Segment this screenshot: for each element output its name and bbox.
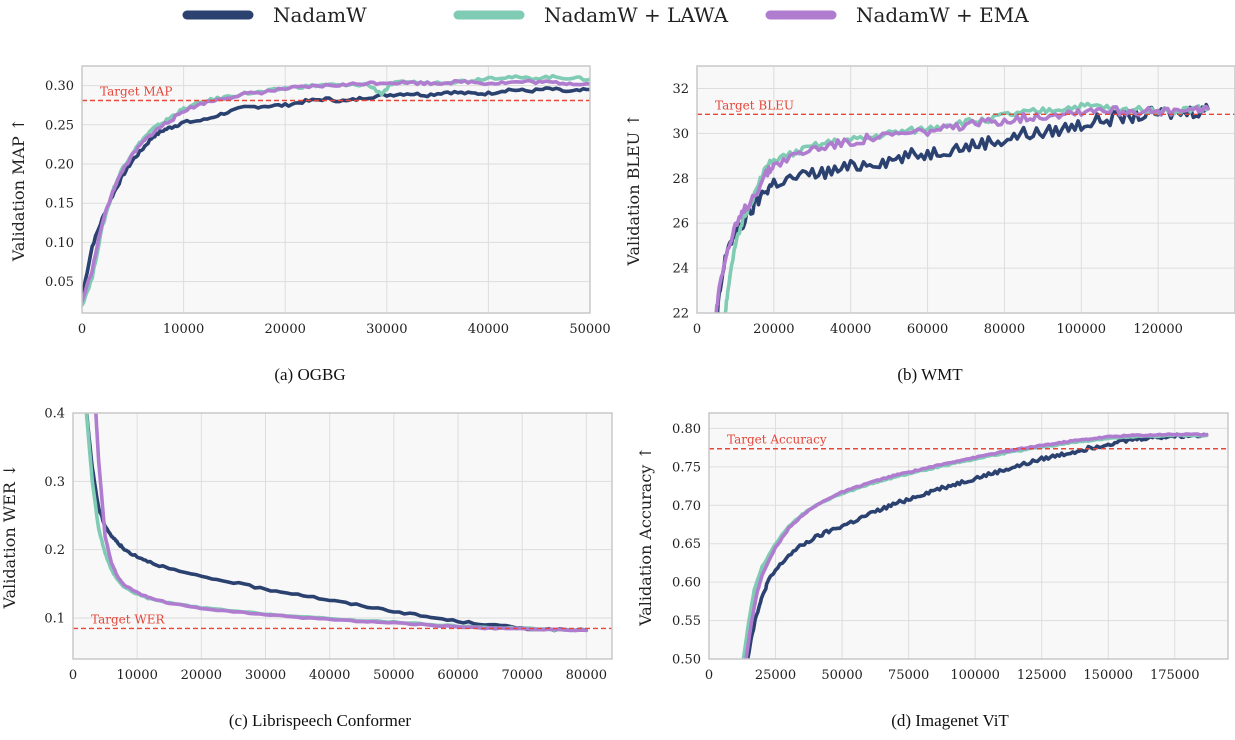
chart-panel-wmt: 0 20000 40000 60000 80000 100000 120000 22 24 26 2… (624, 65, 1235, 384)
x-tick-label: 100000 (1056, 322, 1106, 337)
y-tick-label: 0.65 (672, 537, 701, 552)
plot-frame (696, 65, 1235, 314)
y-tick-label: 32 (672, 82, 689, 97)
series-group (84, 413, 589, 633)
y-tick-label: 0.50 (672, 653, 701, 668)
plot-area (709, 413, 1228, 659)
x-tick-label: 30000 (245, 668, 286, 683)
y-tick-label: 0.20 (45, 158, 74, 173)
y-tick-label: 0.25 (45, 118, 74, 133)
x-tick-label: 25000 (755, 668, 796, 683)
x-tick-label: 120000 (1133, 322, 1183, 337)
chart-panel-librispeech: 0 10000 20000 30000 40000 50000 60000 70000 8000… (0, 407, 613, 730)
chart-caption: (c) Librispeech Conformer (229, 711, 412, 730)
x-tick-label: 40000 (830, 322, 871, 337)
y-tick-label: 0.75 (672, 460, 701, 475)
y-axis-label: Validation BLEU ↑ (624, 113, 643, 266)
legend-label: NadamW + EMA (856, 3, 1029, 27)
chart-caption: (b) WMT (897, 365, 963, 384)
x-tick-label: 20000 (265, 322, 306, 337)
target-label: Target MAP (100, 85, 172, 99)
x-tick-label: 60000 (907, 322, 948, 337)
x-tick-label: 0 (693, 322, 701, 337)
x-tick-label: 10000 (116, 668, 157, 683)
x-tick-label: 70000 (501, 668, 542, 683)
chart-caption: (a) OGBG (274, 365, 345, 384)
legend-label: NadamW + LAWA (544, 3, 729, 27)
y-axis-label: Validation Accuracy ↑ (636, 446, 655, 627)
y-tick-label: 0.55 (672, 614, 701, 629)
x-tick-label: 0 (69, 668, 77, 683)
series-line-3 (94, 413, 589, 633)
legend: NadamW NadamW + LAWA NadamW + EMA (182, 3, 1029, 27)
plot-area (82, 66, 590, 313)
chart-panel-ogbg: 0 10000 20000 30000 40000 50000 0.05 0.10 0.15 0.… (9, 65, 611, 384)
series-group (741, 432, 1209, 659)
legend-label: NadamW (273, 3, 367, 27)
legend-item: NadamW (182, 3, 367, 27)
y-tick-label: 0.70 (672, 499, 701, 514)
x-tick-label: 30000 (366, 322, 407, 337)
x-tick-label: 100000 (950, 668, 1000, 683)
x-tick-label: 40000 (309, 668, 350, 683)
target-label: Target WER (91, 612, 165, 626)
chart-panels: 0 10000 20000 30000 40000 500000.050.100.150.… (0, 65, 1235, 730)
x-tick-label: 0 (705, 668, 713, 683)
series-line-3 (714, 104, 1210, 313)
y-tick-label: 0.4 (44, 407, 65, 422)
x-tick-label: 0 (78, 322, 86, 337)
y-tick-label: 22 (672, 307, 689, 322)
y-tick-label: 0.80 (672, 422, 701, 437)
y-tick-label: 0.15 (45, 197, 74, 212)
x-tick-label: 175000 (1150, 668, 1200, 683)
series-group (714, 101, 1210, 313)
y-axis-label: Validation MAP ↑ (9, 118, 28, 262)
legend-item: NadamW + LAWA (453, 3, 729, 27)
y-tick-label: 0.30 (45, 79, 74, 94)
x-tick-label: 20000 (181, 668, 222, 683)
y-tick-label: 0.2 (44, 543, 65, 558)
chart-caption: (d) Imagenet ViT (891, 711, 1009, 730)
y-tick-label: 24 (672, 262, 689, 277)
y-tick-label: 0.3 (44, 475, 65, 490)
y-tick-label: 28 (672, 172, 689, 187)
series-line-3 (82, 78, 590, 303)
x-tick-label: 80000 (566, 668, 607, 683)
x-tick-label: 50000 (821, 668, 862, 683)
target-label: Target BLEU (715, 98, 794, 112)
series-line-3 (744, 432, 1209, 659)
y-tick-label: 0.60 (672, 576, 701, 591)
plot-area (697, 66, 1235, 313)
y-tick-label: 26 (672, 217, 689, 232)
x-tick-label: 40000 (468, 322, 509, 337)
x-tick-label: 150000 (1083, 668, 1133, 683)
x-tick-label: 75000 (888, 668, 929, 683)
y-tick-label: 30 (672, 127, 689, 142)
y-tick-label: 0.1 (44, 612, 65, 627)
series-line-2 (723, 101, 1210, 313)
chart-panel-imagenet: 0 25000 50000 75000 100000 125000 150000 175000… (636, 412, 1229, 730)
series-line-1 (745, 432, 1209, 659)
x-tick-label: 125000 (1017, 668, 1067, 683)
x-tick-label: 50000 (373, 668, 414, 683)
x-tick-label: 50000 (569, 322, 610, 337)
x-tick-label: 10000 (163, 322, 204, 337)
plot-frame (81, 65, 591, 314)
x-tick-label: 60000 (437, 668, 478, 683)
x-tick-label: 20000 (753, 322, 794, 337)
y-axis-label: Validation WER ↓ (0, 464, 19, 610)
legend-item: NadamW + EMA (765, 3, 1029, 27)
series-group (82, 73, 590, 307)
y-tick-label: 0.05 (45, 275, 74, 290)
plot-frame (708, 412, 1229, 660)
y-tick-label: 0.10 (45, 236, 74, 251)
series-line-1 (84, 413, 589, 633)
plot-frame (72, 412, 613, 660)
x-tick-label: 80000 (984, 322, 1025, 337)
target-label: Target Accuracy (727, 433, 827, 447)
series-line-1 (82, 86, 590, 300)
